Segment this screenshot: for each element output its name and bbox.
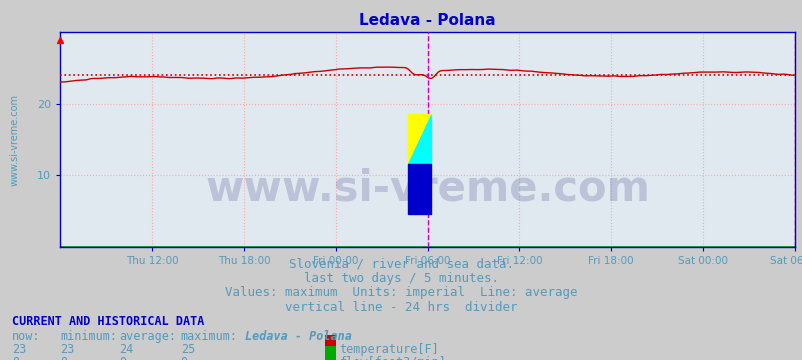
Text: 0: 0 xyxy=(180,356,188,360)
Text: Slovenia / river and sea data.: Slovenia / river and sea data. xyxy=(289,257,513,270)
Text: www.si-vreme.com: www.si-vreme.com xyxy=(10,94,19,185)
Text: 23: 23 xyxy=(60,343,75,356)
Text: 0: 0 xyxy=(60,356,67,360)
Text: now:: now: xyxy=(12,330,40,343)
Text: vertical line - 24 hrs  divider: vertical line - 24 hrs divider xyxy=(285,301,517,314)
Polygon shape xyxy=(408,114,431,165)
Text: flow[foot3/min]: flow[foot3/min] xyxy=(339,356,446,360)
Text: 0: 0 xyxy=(119,356,126,360)
Text: temperature[F]: temperature[F] xyxy=(339,343,439,356)
Text: 0: 0 xyxy=(12,356,19,360)
Text: last two days / 5 minutes.: last two days / 5 minutes. xyxy=(304,272,498,285)
Text: 25: 25 xyxy=(180,343,195,356)
Polygon shape xyxy=(408,114,431,165)
Text: minimum:: minimum: xyxy=(60,330,117,343)
Text: Values: maximum  Units: imperial  Line: average: Values: maximum Units: imperial Line: av… xyxy=(225,286,577,299)
Title: Ledava - Polana: Ledava - Polana xyxy=(358,13,496,28)
Bar xyxy=(408,165,431,215)
Text: 24: 24 xyxy=(119,343,133,356)
Text: average:: average: xyxy=(119,330,176,343)
Text: Ledava - Polana: Ledava - Polana xyxy=(245,330,351,343)
Text: www.si-vreme.com: www.si-vreme.com xyxy=(205,168,650,210)
Text: CURRENT AND HISTORICAL DATA: CURRENT AND HISTORICAL DATA xyxy=(12,315,205,328)
Text: 23: 23 xyxy=(12,343,26,356)
Text: maximum:: maximum: xyxy=(180,330,237,343)
